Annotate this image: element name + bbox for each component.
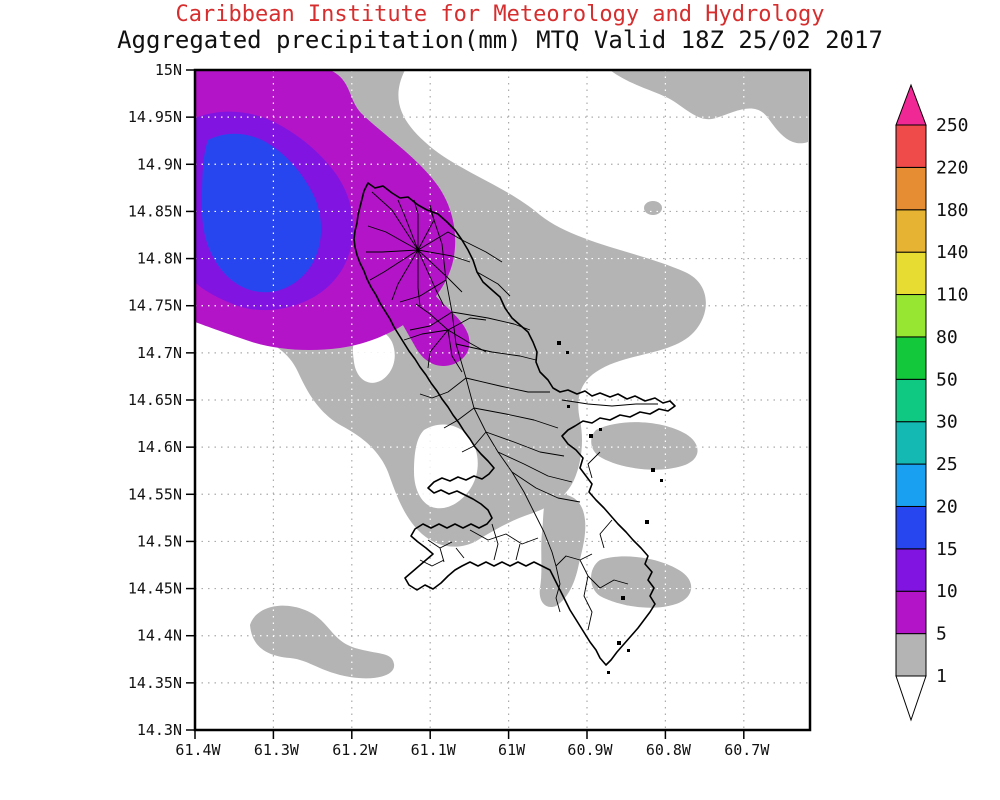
martinique-coastline (353, 182, 676, 666)
colorbar-segment (895, 209, 927, 253)
colorbar-tick-label: 10 (936, 581, 958, 602)
gray-tongue-island-south (539, 494, 586, 608)
coastline-path (353, 182, 676, 666)
lat-tick-label: 14.65N (128, 391, 182, 409)
lat-tick-label: 14.55N (128, 485, 182, 503)
colorbar-tick-label: 220 (936, 157, 969, 178)
institute-title: Caribbean Institute for Meteorology and … (175, 2, 825, 27)
longitude-axis: 61.4W 61.3W 61.2W 61.1W 61W 60.9W 60.8W 60.7W (175, 730, 770, 759)
colorbar-tick-label: 140 (936, 242, 969, 263)
colorbar-segment (895, 463, 927, 507)
gray-blob-east-upper (591, 422, 698, 470)
lat-tick-label: 14.9N (137, 155, 182, 173)
colorbar-tick-label: 250 (936, 115, 969, 136)
colorbar-tick-label: 1 (936, 666, 947, 687)
lon-tick-label: 60.7W (724, 741, 770, 759)
lon-tick-label: 60.9W (567, 741, 613, 759)
colorbar-segment (895, 124, 927, 168)
colorbar-segment (895, 294, 927, 338)
lat-tick-label: 14.8N (137, 250, 182, 268)
lon-tick-label: 61.4W (175, 741, 221, 759)
lat-tick-label: 14.45N (128, 580, 182, 598)
lat-tick-label: 14.7N (137, 344, 182, 362)
lat-tick-label: 14.95N (128, 108, 182, 126)
gray-blob-southwest (250, 605, 395, 679)
colorbar-arrow-bottom (895, 675, 927, 722)
product-title: Aggregated precipitation(mm) MTQ Valid 1… (117, 26, 883, 54)
colorbar-segment (895, 590, 927, 635)
gray-band-topright (610, 70, 808, 144)
lon-tick-label: 61W (498, 741, 526, 759)
colorbar-segment (895, 505, 927, 550)
colorbar-segment (895, 633, 927, 677)
colorbar-segment (895, 251, 927, 296)
river-watershed-network (366, 191, 658, 631)
lat-tick-label: 14.75N (128, 297, 182, 315)
colorbar-tick-label: 30 (936, 412, 958, 433)
colorbar-tick-label: 15 (936, 539, 958, 560)
gray-blob-east-lower (591, 556, 692, 608)
colorbar-tick-label: 25 (936, 454, 958, 475)
colorbar-arrow-top (895, 83, 927, 126)
gray-dot-northeast (644, 201, 662, 215)
colorbar-segment (895, 166, 927, 211)
colorbar-segment (895, 336, 927, 380)
colorbar-segment (895, 548, 927, 592)
lat-tick-label: 14.5N (137, 532, 182, 550)
colorbar-tick-label: 80 (936, 327, 958, 348)
colorbar-tick-label: 20 (936, 496, 958, 517)
map-plot-area (195, 70, 810, 730)
latitude-axis: 15N 14.95N 14.9N 14.85N 14.8N 14.75N 14.7N 14.6… (128, 61, 195, 739)
lon-tick-label: 61.2W (332, 741, 378, 759)
colorbar-tick-label: 50 (936, 369, 958, 390)
lon-tick-label: 60.8W (646, 741, 692, 759)
colorbar-tick-label: 110 (936, 285, 969, 306)
colorbar-segment (895, 421, 927, 465)
lat-tick-label: 15N (155, 61, 182, 79)
offshore-islets (557, 341, 663, 674)
lat-tick-label: 14.3N (137, 721, 182, 739)
lon-tick-label: 61.3W (254, 741, 300, 759)
colorbar-tick-label: 5 (936, 624, 947, 645)
lat-tick-label: 14.85N (128, 202, 182, 220)
colorbar-tick-label: 180 (936, 200, 969, 221)
colorbar-segment (895, 378, 927, 423)
lat-tick-label: 14.4N (137, 627, 182, 645)
lat-tick-label: 14.35N (128, 674, 182, 692)
lat-tick-label: 14.6N (137, 438, 182, 456)
lon-tick-label: 61.1W (411, 741, 457, 759)
